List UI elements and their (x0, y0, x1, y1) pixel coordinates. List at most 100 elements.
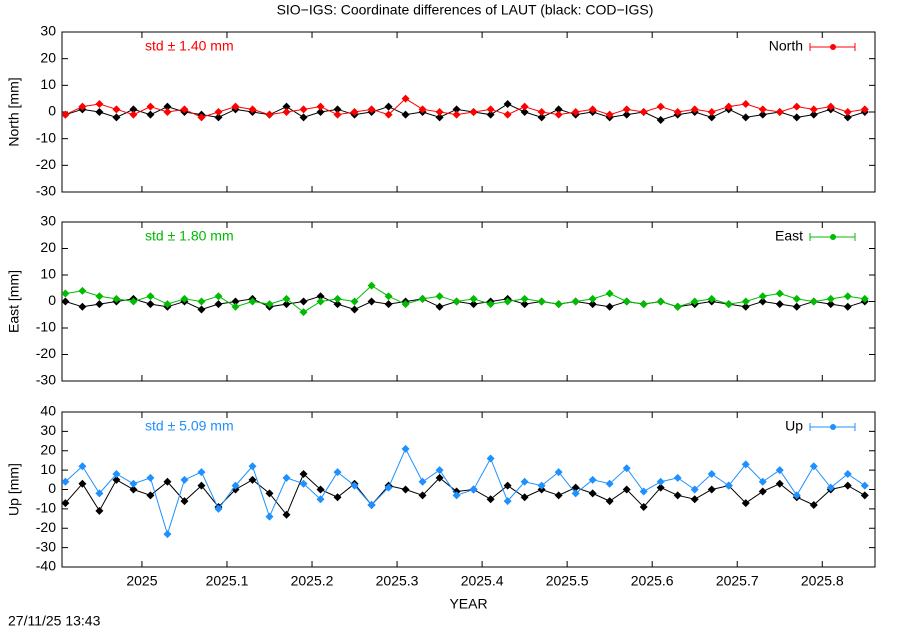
x-tick-label: 2025.6 (631, 573, 674, 589)
data-point (214, 300, 223, 309)
data-point (333, 105, 342, 114)
data-point (707, 485, 716, 494)
data-point (656, 477, 665, 486)
data-point (282, 102, 291, 111)
x-tick-label: 2025 (126, 573, 157, 589)
data-point (792, 102, 801, 111)
legend-label: East (775, 228, 803, 244)
data-point (520, 300, 529, 309)
data-point (758, 110, 767, 119)
data-point (520, 493, 529, 502)
data-point (758, 487, 767, 496)
data-point (316, 297, 325, 306)
data-point (214, 113, 223, 122)
legend-label: North (769, 38, 803, 54)
data-point (180, 294, 189, 303)
plot-frame (61, 411, 876, 568)
data-point (129, 297, 138, 306)
data-point (605, 302, 614, 311)
data-point (843, 302, 852, 311)
data-point (826, 294, 835, 303)
x-tick-label: 2025.2 (291, 573, 334, 589)
y-tick-label: -20 (36, 345, 56, 361)
data-point (333, 493, 342, 502)
data-point (639, 487, 648, 496)
data-point (775, 479, 784, 488)
data-point (95, 108, 104, 116)
data-point (690, 105, 699, 114)
data-point (401, 444, 410, 453)
data-point (843, 113, 852, 122)
data-point (656, 483, 665, 492)
data-point (605, 110, 614, 119)
data-point (316, 108, 325, 116)
data-point (384, 483, 393, 492)
data-point (197, 113, 206, 122)
data-point (707, 294, 716, 303)
data-point (673, 473, 682, 482)
data-point (588, 294, 597, 303)
data-point (231, 102, 240, 111)
data-point (707, 113, 716, 122)
data-point (537, 297, 546, 306)
data-point (792, 294, 801, 303)
data-point (758, 297, 767, 306)
y-tick-label: -30 (36, 183, 56, 199)
y-axis-label: Up [mm] (6, 463, 22, 516)
y-axis-label: North [mm] (6, 77, 22, 146)
data-point (180, 475, 189, 484)
data-point (809, 110, 818, 119)
legend-marker (830, 234, 836, 240)
data-point (163, 108, 172, 116)
data-point (503, 110, 512, 119)
data-point (707, 470, 716, 478)
data-point (350, 108, 359, 116)
data-point (860, 481, 869, 490)
data-point (146, 292, 155, 301)
data-point (146, 473, 155, 482)
y-axis-label: East [mm] (6, 270, 22, 333)
x-tick-label: 2025.1 (206, 573, 249, 589)
data-point (554, 105, 563, 114)
data-point (503, 297, 512, 306)
annotation: std ± 5.09 mm (145, 418, 234, 434)
data-point (95, 506, 104, 515)
data-point (265, 512, 274, 521)
y-tick-label: -30 (36, 538, 56, 554)
y-tick-label: -10 (36, 500, 56, 516)
series-line (65, 473, 866, 516)
legend-label: Up (785, 418, 803, 434)
data-point (622, 464, 631, 473)
data-point (282, 108, 291, 116)
data-point (452, 110, 461, 119)
data-point (299, 479, 308, 488)
y-tick-label: 30 (40, 23, 56, 39)
data-point (690, 297, 699, 306)
data-point (469, 108, 478, 116)
data-point (435, 302, 444, 311)
data-point (95, 100, 104, 108)
data-point (724, 300, 733, 309)
data-point (571, 297, 580, 306)
data-point (452, 297, 461, 306)
data-point (826, 483, 835, 492)
data-point (860, 491, 869, 500)
data-point (537, 113, 546, 122)
data-point (656, 102, 665, 111)
data-point (282, 510, 291, 519)
data-point (78, 286, 87, 295)
data-point (860, 294, 869, 303)
data-point (435, 113, 444, 122)
data-point (78, 462, 87, 471)
legend-marker (830, 44, 836, 50)
y-tick-label: -20 (36, 519, 56, 535)
data-point (809, 501, 818, 509)
data-point (486, 105, 495, 114)
data-point (469, 485, 478, 494)
data-point (605, 479, 614, 488)
data-point (843, 292, 852, 301)
data-point (163, 530, 172, 539)
x-tick-label: 2025.5 (546, 573, 589, 589)
data-point (401, 94, 410, 103)
data-point (214, 292, 223, 301)
